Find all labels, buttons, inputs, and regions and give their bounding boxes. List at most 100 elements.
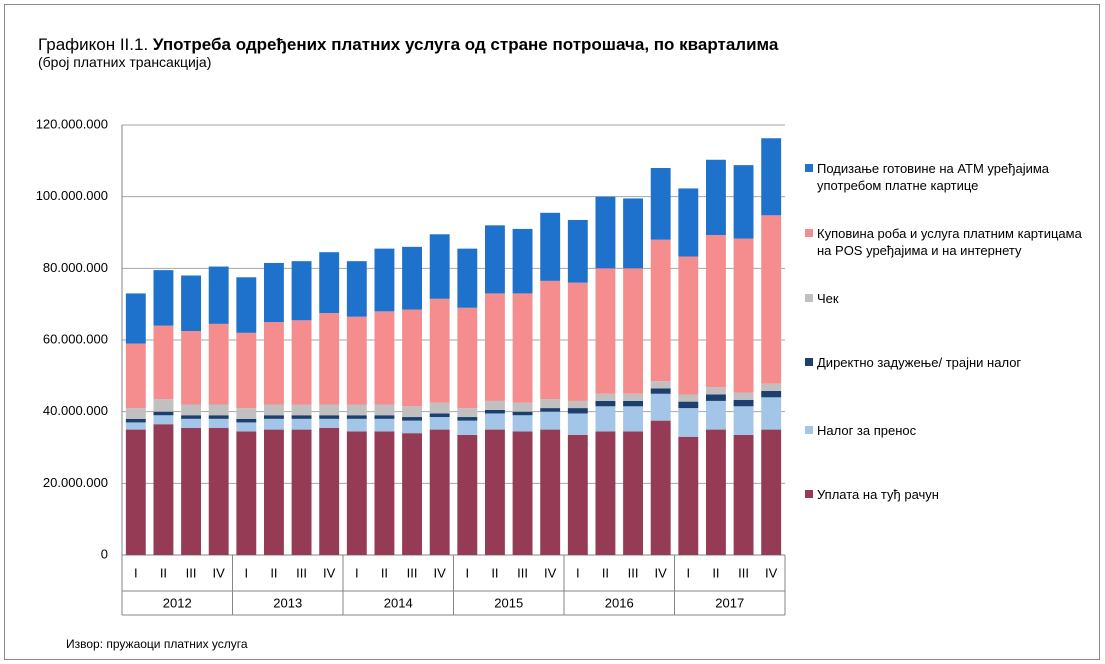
bar-segment [319, 415, 340, 419]
bar-segment [263, 418, 284, 430]
bar-segment [236, 277, 257, 333]
bar-segment [346, 261, 367, 317]
bar-segment [705, 400, 726, 430]
bar-segment [319, 418, 340, 428]
bar-segment [181, 331, 202, 405]
bar-segment [429, 234, 450, 299]
bar-segment [402, 417, 423, 421]
frame [4, 4, 1100, 660]
legend-swatch [805, 358, 813, 366]
y-tick-label: 60.000.000 [43, 331, 108, 346]
bar-segment [374, 418, 395, 432]
year-label: 2015 [494, 595, 523, 610]
x-tick-label: I [355, 565, 359, 580]
bar-segment [761, 397, 782, 430]
title-text: Употреба одређених платних услуга од стр… [152, 35, 779, 54]
x-tick-label: III [407, 565, 418, 580]
bar-segment [761, 138, 782, 216]
bar-segment [650, 381, 671, 389]
y-tick-label: 20.000.000 [43, 475, 108, 490]
bar-segment [512, 293, 533, 403]
bar-segment [650, 393, 671, 421]
title-prefix: Графикон II.1. [38, 35, 149, 54]
bar-segment [623, 268, 644, 394]
x-tick-label: III [296, 565, 307, 580]
bar-segment [512, 228, 533, 294]
bar-segment [346, 431, 367, 555]
bar-segment [484, 225, 505, 294]
bar-segment [346, 316, 367, 405]
bar-segment [705, 429, 726, 555]
bar-segment [567, 413, 588, 435]
year-label: 2017 [715, 595, 744, 610]
bar-segment [208, 418, 229, 428]
x-tick-label: II [160, 565, 167, 580]
x-tick-label: I [687, 565, 691, 580]
bar-segment [595, 196, 616, 269]
year-label: 2012 [163, 595, 192, 610]
bar-segment [457, 248, 478, 308]
legend-label: Подизање готовине на АТМ уређајима употр… [817, 161, 1050, 193]
bar-segment [374, 311, 395, 405]
bar-segment [346, 418, 367, 432]
bar-segment [623, 406, 644, 432]
bar-segment [291, 418, 312, 430]
y-tick-label: 120.000.000 [36, 116, 108, 131]
bar-segment [319, 427, 340, 555]
bar-segment [457, 408, 478, 418]
bar-segment [540, 408, 561, 412]
x-tick-label: II [270, 565, 277, 580]
bar-segment [595, 431, 616, 555]
bar-segment [595, 406, 616, 432]
bar-segment [208, 415, 229, 419]
bar-segment [429, 417, 450, 430]
bar-segment [595, 400, 616, 407]
bar-segment [705, 394, 726, 401]
bar-segment [484, 293, 505, 401]
bar-segment [567, 400, 588, 409]
x-tick-label: IV [323, 565, 336, 580]
subtitle: (број платних трансакција) [38, 54, 212, 70]
bar-segment [705, 235, 726, 388]
bar-segment [263, 415, 284, 419]
bar-segment [567, 282, 588, 401]
bar-segment [319, 404, 340, 416]
bar-segment [153, 415, 174, 425]
bar-segment [291, 320, 312, 405]
bar-segment [125, 343, 146, 409]
bar-segment [181, 404, 202, 416]
bar-segment [181, 415, 202, 419]
bar-segment [705, 159, 726, 236]
bar-segment [512, 402, 533, 412]
bar-segment [236, 418, 257, 423]
bar-segment [457, 434, 478, 555]
bar-segment [457, 307, 478, 409]
chart-title: Графикон II.1. Употреба одређених платни… [38, 36, 838, 54]
bar-segment [484, 409, 505, 414]
bar-segment [512, 415, 533, 432]
bar-segment [402, 433, 423, 555]
bar-segment [181, 418, 202, 428]
bar-segment [623, 431, 644, 555]
x-tick-label: I [576, 565, 580, 580]
bar-segment [374, 404, 395, 416]
bar-segment [236, 332, 257, 409]
bar-segment [623, 400, 644, 407]
bar-segment [678, 436, 699, 555]
bar-segment [236, 422, 257, 432]
x-tick-label: III [738, 565, 749, 580]
legend-swatch [805, 229, 813, 237]
bar-segment [153, 424, 174, 555]
bar-segment [678, 408, 699, 437]
bar-segment [429, 298, 450, 403]
bar-segment [402, 309, 423, 407]
bar-segment [650, 388, 671, 394]
bar-segment [678, 188, 699, 257]
bar-segment [125, 293, 146, 344]
bar-segment [208, 323, 229, 405]
legend-swatch [805, 294, 813, 302]
x-tick-label: IV [655, 565, 668, 580]
bar-segment [540, 411, 561, 430]
bar-segment [181, 427, 202, 555]
